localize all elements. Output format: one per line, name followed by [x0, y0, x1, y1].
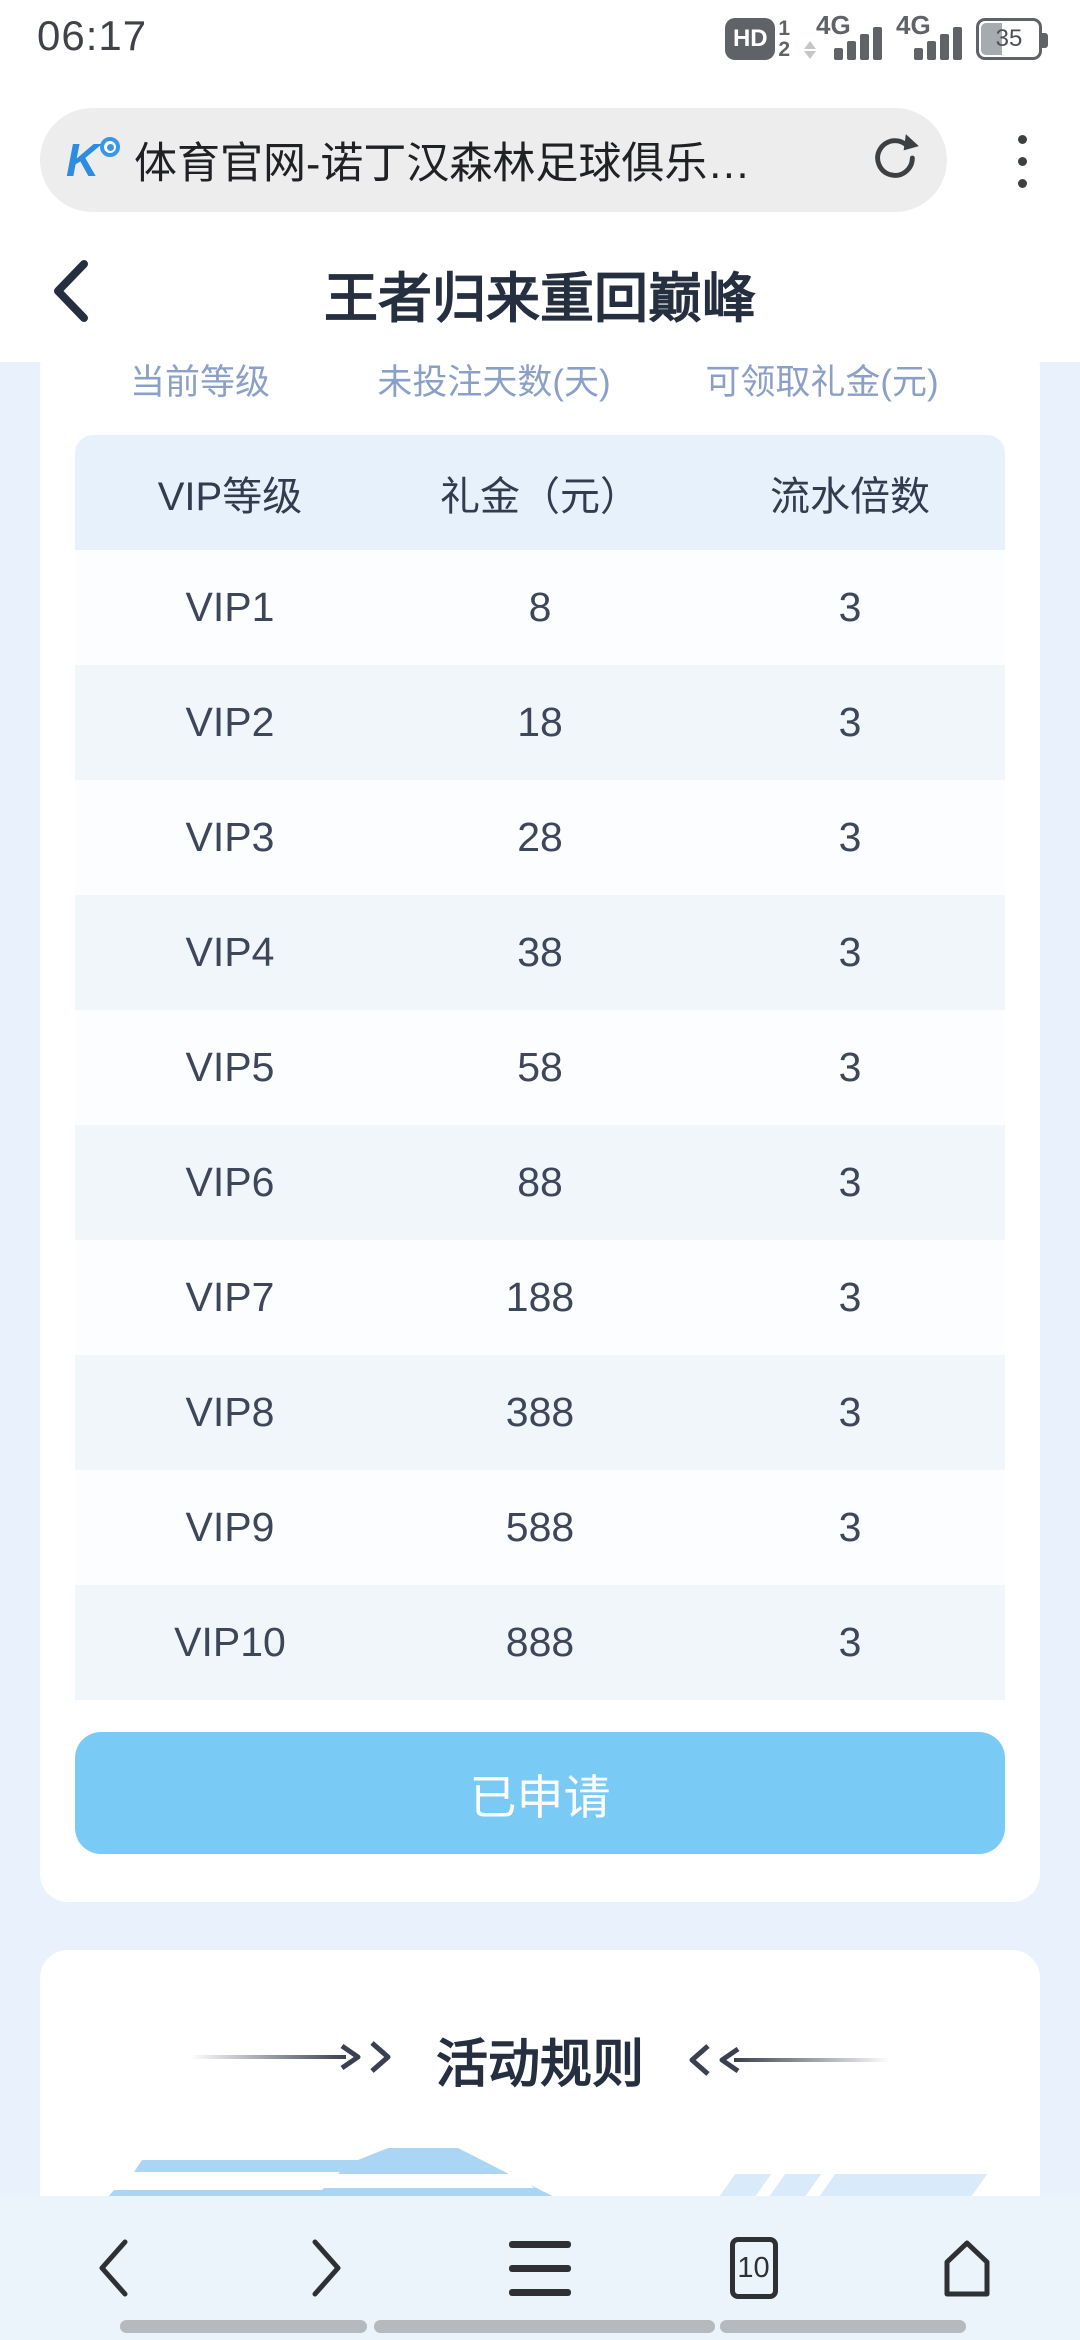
turnover-multiplier: 3	[838, 929, 862, 975]
turnover-multiplier: 3	[838, 1504, 862, 1550]
table-row: VIP9 588 3	[75, 1470, 1005, 1585]
refresh-button[interactable]	[869, 132, 921, 189]
vip-level: VIP1	[185, 584, 275, 630]
turnover-multiplier: 3	[838, 1044, 862, 1090]
right-arrow-decoration	[670, 2040, 890, 2080]
gift-amount: 388	[505, 1389, 575, 1435]
battery-fill	[981, 23, 1002, 55]
nav-back-button[interactable]	[78, 2233, 148, 2303]
vip-level: VIP3	[185, 814, 275, 860]
col-turnover: 流水倍数	[770, 474, 930, 519]
site-favicon: K	[66, 135, 120, 185]
no-bet-days-label: 未投注天数(天)	[377, 363, 611, 402]
signal-bars-icon	[914, 27, 962, 60]
col-vip-level: VIP等级	[157, 474, 303, 519]
current-level-label: 当前等级	[129, 363, 271, 402]
network-type-label-2: 4G	[896, 10, 931, 40]
signal-icon-sim1: 4G	[804, 10, 882, 60]
rules-heading: 活动规则	[40, 2022, 1040, 2097]
signal-icon-sim2: 4G	[896, 10, 962, 60]
bottom-handle-bars	[0, 2320, 1080, 2334]
status-bar: 06:17 HD 1 2 4G 4G 35	[0, 0, 1080, 70]
page-header: 王者归来重回巅峰	[0, 218, 1080, 362]
table-row: VIP8 388 3	[75, 1355, 1005, 1470]
gift-amount: 88	[517, 1159, 563, 1205]
turnover-multiplier: 3	[838, 1274, 862, 1320]
gift-amount: 28	[517, 814, 563, 860]
right-geometric-decoration	[716, 2174, 988, 2196]
left-arrow-decoration	[189, 2037, 410, 2082]
data-activity-icon	[804, 41, 816, 59]
nav-forward-button[interactable]	[292, 2233, 362, 2303]
web-content: 当前等级 未投注天数(天) 可领取礼金(元) VIP等级 礼金（元） 流水倍数 …	[0, 362, 1080, 2196]
hd-badge: HD	[725, 18, 776, 60]
turnover-multiplier: 3	[838, 699, 862, 745]
status-icons: HD 1 2 4G 4G 35	[725, 10, 1048, 60]
rules-title: 活动规则	[435, 2036, 644, 2094]
tab-count: 10	[737, 2251, 770, 2284]
vip-level: VIP2	[185, 699, 275, 745]
nav-tabs-button[interactable]: 10	[719, 2233, 789, 2303]
col-gift: 礼金（元）	[440, 474, 640, 519]
vip-level: VIP6	[185, 1159, 275, 1205]
table-row: VIP4 38 3	[75, 895, 1005, 1010]
table-row: VIP1 8 3	[75, 550, 1005, 665]
nav-menu-button[interactable]	[505, 2233, 575, 2303]
turnover-multiplier: 3	[838, 1619, 862, 1665]
signal-bars-icon	[834, 27, 882, 60]
turnover-multiplier: 3	[838, 1389, 862, 1435]
gift-amount: 888	[505, 1619, 575, 1665]
vip-table: VIP等级 礼金（元） 流水倍数 VIP1 8 3 VIP2 18 3 VIP3…	[75, 435, 1005, 1700]
nav-home-button[interactable]	[932, 2233, 1002, 2303]
page-title: 王者归来重回巅峰	[324, 269, 756, 329]
battery-nub	[1042, 33, 1048, 48]
gift-amount: 588	[505, 1504, 575, 1550]
page-title-url: 体育官网-诺丁汉森林足球俱乐…	[134, 140, 751, 188]
turnover-multiplier: 3	[838, 584, 862, 630]
gift-amount: 58	[517, 1044, 563, 1090]
table-row: VIP10 888 3	[75, 1585, 1005, 1700]
table-row: VIP7 188 3	[75, 1240, 1005, 1355]
gift-amount: 38	[517, 929, 563, 975]
table-row: VIP6 88 3	[75, 1125, 1005, 1240]
rules-card: 活动规则	[40, 1950, 1040, 2196]
browser-toolbar: K 体育官网-诺丁汉森林足球俱乐…	[0, 106, 1080, 218]
battery-icon: 35	[976, 18, 1048, 60]
sim1-label: 1	[778, 17, 790, 40]
vip-level: VIP8	[185, 1389, 275, 1435]
table-row: VIP2 18 3	[75, 665, 1005, 780]
turnover-multiplier: 3	[838, 1159, 862, 1205]
browser-menu-button[interactable]	[992, 131, 1052, 191]
football-icon	[100, 137, 120, 157]
back-button[interactable]	[48, 258, 108, 324]
claimable-gift-label: 可领取礼金(元)	[705, 363, 939, 402]
gift-amount: 8	[528, 584, 552, 630]
current-status-row: 当前等级 未投注天数(天) 可领取礼金(元)	[40, 362, 1040, 404]
gift-amount: 18	[517, 699, 563, 745]
vip-level: VIP4	[185, 929, 275, 975]
vip-level: VIP5	[185, 1044, 275, 1090]
sim-slots: 1 2	[778, 18, 790, 60]
table-header-row: VIP等级 礼金（元） 流水倍数	[75, 435, 1005, 550]
vip-level: VIP7	[185, 1274, 275, 1320]
network-type-label-1: 4G	[816, 10, 851, 40]
browser-nav-bar: 10	[0, 2196, 1080, 2340]
battery-percent: 35	[995, 25, 1023, 52]
left-geometric-decoration	[98, 2146, 658, 2196]
gift-amount: 188	[505, 1274, 575, 1320]
vip-level: VIP9	[185, 1504, 275, 1550]
address-bar[interactable]: K 体育官网-诺丁汉森林足球俱乐…	[40, 108, 947, 212]
table-row: VIP5 58 3	[75, 1010, 1005, 1125]
clock: 06:17	[37, 12, 148, 59]
vip-level: VIP10	[174, 1619, 286, 1665]
table-row: VIP3 28 3	[75, 780, 1005, 895]
sim2-label: 2	[778, 38, 790, 61]
applied-button[interactable]: 已申请	[75, 1732, 1005, 1854]
turnover-multiplier: 3	[838, 814, 862, 860]
hd-volte-icon: HD 1 2	[725, 18, 790, 60]
